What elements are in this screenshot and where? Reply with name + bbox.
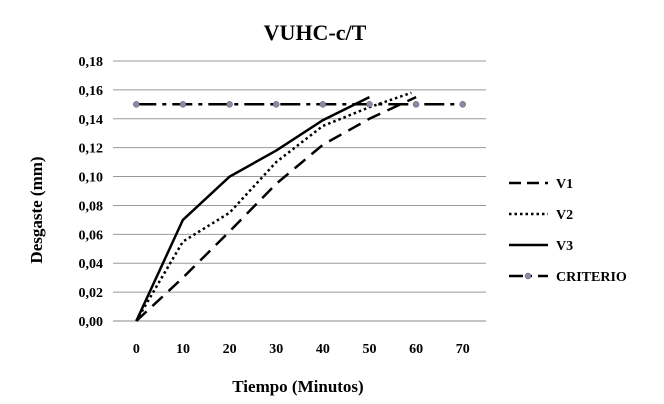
data-point xyxy=(133,101,140,108)
y-axis-ticks: 0,00 0,02 0,04 0,06 0,08 0,10 0,12 0,14 0,16 0,18 xyxy=(79,55,104,330)
data-point xyxy=(412,101,420,108)
x-tick-label: 50 xyxy=(362,342,376,357)
x-tick-label: 70 xyxy=(456,342,470,357)
x-tick-label: 0 xyxy=(133,342,140,357)
x-tick-label: 30 xyxy=(269,342,283,357)
y-tick-label: 0,18 xyxy=(79,55,104,70)
legend-marker xyxy=(524,272,532,280)
x-tick-label: 10 xyxy=(176,342,190,357)
y-tick-label: 0,12 xyxy=(79,142,104,157)
legend-label-v3: V3 xyxy=(556,239,573,254)
data-point xyxy=(226,101,233,108)
legend-label-criterio: CRITERIO xyxy=(556,270,627,285)
data-point xyxy=(366,101,373,108)
legend: V1 V2 V3 CRITERIO xyxy=(509,177,627,285)
x-axis-title: Tiempo (Minutos) xyxy=(232,377,363,396)
data-point xyxy=(319,101,327,108)
x-tick-label: 20 xyxy=(223,342,237,357)
data-point xyxy=(459,101,466,108)
legend-label-v1: V1 xyxy=(556,177,573,192)
chart-title: VUHC-c/T xyxy=(264,20,367,45)
x-axis-ticks: 0 10 20 30 40 50 60 70 xyxy=(133,342,470,357)
legend-label-v2: V2 xyxy=(556,208,573,223)
y-tick-label: 0,02 xyxy=(79,286,104,301)
y-tick-label: 0,06 xyxy=(79,228,104,243)
x-tick-label: 40 xyxy=(316,342,330,357)
y-tick-label: 0,08 xyxy=(79,199,104,214)
y-tick-label: 0,14 xyxy=(79,113,104,128)
y-tick-label: 0,16 xyxy=(79,84,104,99)
series-line-v2 xyxy=(135,91,412,322)
grid xyxy=(113,60,486,293)
series-line-v3 xyxy=(135,95,370,322)
y-tick-label: 0,10 xyxy=(79,171,104,186)
x-tick-label: 60 xyxy=(409,342,423,357)
y-tick-label: 0,00 xyxy=(79,315,104,330)
series-group xyxy=(133,91,466,322)
data-point xyxy=(272,101,280,108)
y-tick-label: 0,04 xyxy=(79,257,104,272)
data-point xyxy=(179,101,187,108)
series-line-v1 xyxy=(135,95,417,322)
y-axis-title: Desgaste (mm) xyxy=(27,156,46,263)
